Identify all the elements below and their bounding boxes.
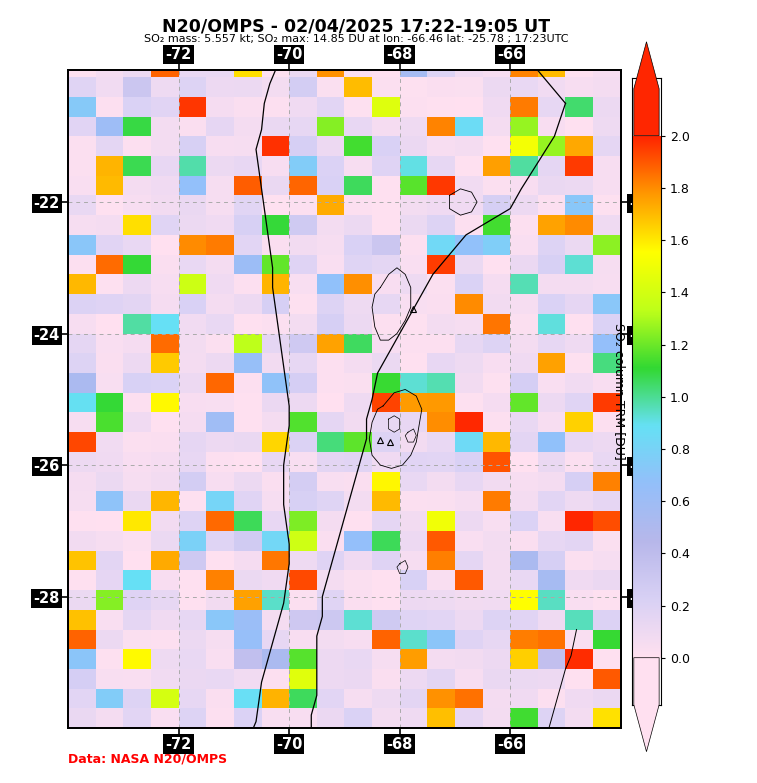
Text: Data: NASA N20/OMPS: Data: NASA N20/OMPS	[68, 752, 227, 766]
Text: SO₂ mass: 5.557 kt; SO₂ max: 14.85 DU at lon: -66.46 lat: -25.78 ; 17:23UTC: SO₂ mass: 5.557 kt; SO₂ max: 14.85 DU at…	[144, 34, 568, 45]
Text: N20/OMPS - 02/04/2025 17:22-19:05 UT: N20/OMPS - 02/04/2025 17:22-19:05 UT	[162, 17, 550, 35]
FancyArrow shape	[634, 658, 659, 752]
Y-axis label: SO₂ column TRM [DU]: SO₂ column TRM [DU]	[612, 323, 625, 460]
FancyArrow shape	[634, 41, 659, 135]
